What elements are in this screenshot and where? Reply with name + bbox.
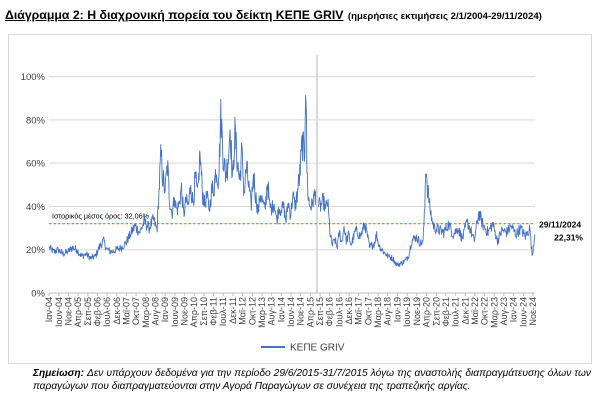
griv-line-chart: 0% 20% 40% 60% 80% 100% Ιστορικός μέσος όρος: … <box>21 55 583 354</box>
x-tick-label: Ιαν-04 <box>44 297 54 322</box>
x-tick-label: Απρ-15 <box>305 297 315 327</box>
chart-title-sub: (ημερήσιες εκτιμήσεις 2/1/2004-29/11/202… <box>347 11 542 22</box>
x-tick-label: Ιουν-24 <box>518 297 528 327</box>
x-tick-label: Νοε-14 <box>296 297 306 326</box>
y-tick-label: 0% <box>31 289 45 300</box>
x-tick-label: Φεβ-21 <box>441 297 451 326</box>
footnote-text: Δεν υπάρχουν δεδομένα για την περίοδο 29… <box>33 368 591 392</box>
x-tick-label: Ιουλ-06 <box>102 297 112 327</box>
data-gap-band <box>315 55 319 293</box>
x-tick-label: Αυγ-08 <box>150 297 160 325</box>
chart-title: Διάγραμμα 2: Η διαχρονική πορεία του δεί… <box>5 6 605 24</box>
x-tick-label: Οκτ-12 <box>247 297 257 325</box>
x-tick-label: Φεβ-16 <box>325 297 335 326</box>
x-tick-label: Αυγ-18 <box>383 297 393 325</box>
x-tick-label: Σεπ-15 <box>315 297 325 326</box>
x-tick-label: Απρ-10 <box>189 297 199 327</box>
x-tick-label: Δεκ-21 <box>460 297 470 325</box>
x-tick-label: Αυγ-13 <box>267 297 277 325</box>
last-date-label: 29/11/2024 <box>539 220 581 230</box>
x-tick-label: Ιουλ-11 <box>218 297 228 326</box>
x-tick-label: Απρ-05 <box>73 297 83 327</box>
x-tick-label: Ιουν-14 <box>286 297 296 327</box>
chart-title-main: Διάγραμμα 2: Η διαχρονική πορεία του δεί… <box>5 8 344 22</box>
x-tick-label: Ιουλ-21 <box>451 297 461 327</box>
x-tick-label: Μαϊ-12 <box>238 297 248 325</box>
x-tick-label: Απρ-20 <box>422 297 432 327</box>
average-label: Ιστορικός μέσος όρος: 32,06% <box>52 212 150 221</box>
x-tick-label: Αυγ-23 <box>499 297 509 325</box>
series-line-segment-1 <box>48 95 317 261</box>
chart-frame: 0% 20% 40% 60% 80% 100% Ιστορικός μέσος όρος: … <box>8 34 592 364</box>
y-tick-label: 40% <box>26 202 46 213</box>
x-tick-label: Δεκ-16 <box>344 297 354 325</box>
x-tick-label: Δεκ-06 <box>112 297 122 325</box>
x-tick-label: Ιουν-19 <box>402 297 412 327</box>
last-value-label: 22,31% <box>554 233 583 243</box>
x-tick-label: Ιαν-14 <box>276 297 286 322</box>
x-tick-label: Ιαν-24 <box>509 297 519 322</box>
x-tick-label: Μαρ-18 <box>373 297 383 328</box>
x-tick-label: Μαϊ-22 <box>470 297 480 325</box>
x-tick-label: Νοε-24 <box>528 297 538 326</box>
footnote: Σημείωση: Δεν υπάρχουν δεδομένα για την … <box>33 367 591 393</box>
x-tick-label: Ιαν-09 <box>160 297 170 322</box>
y-tick-label: 100% <box>21 72 46 83</box>
footnote-label: Σημείωση: <box>33 368 84 379</box>
y-tick-label: 20% <box>26 245 46 256</box>
x-tick-label: Δεκ-11 <box>228 297 238 324</box>
x-tick-label: Μαϊ-17 <box>354 297 364 325</box>
series-line-segment-2 <box>317 173 536 267</box>
x-tick-label: Ιουν-09 <box>170 297 180 327</box>
legend-label: ΚΕΠΕ GRIV <box>290 343 345 354</box>
x-tick-label: Ιαν-19 <box>392 297 402 322</box>
x-tick-label: Οκτ-17 <box>363 297 373 325</box>
x-tick-label: Μαρ-23 <box>489 297 499 328</box>
x-tick-label: Ιουν-04 <box>54 297 64 327</box>
x-tick-label: Φεβ-11 <box>208 297 218 326</box>
x-tick-label: Σεπ-05 <box>83 297 93 326</box>
x-tick-label: Νοε-19 <box>412 297 422 326</box>
x-tick-label: Οκτ-07 <box>131 297 141 325</box>
x-tick-label: Φεβ-06 <box>92 297 102 326</box>
y-tick-label: 60% <box>26 159 46 170</box>
x-tick-label: Ιουλ-16 <box>334 297 344 327</box>
x-tick-label: Μαρ-08 <box>141 297 151 328</box>
x-tick-label: Νοε-09 <box>179 297 189 326</box>
x-tick-label: Νοε-04 <box>63 297 73 326</box>
x-tick-label: Οκτ-22 <box>480 297 490 325</box>
x-tick-label: Σεπ-10 <box>199 297 209 326</box>
x-tick-label: Μαρ-13 <box>257 297 267 328</box>
y-tick-label: 80% <box>26 115 46 126</box>
x-tick-label: Μαϊ-07 <box>121 297 131 325</box>
x-tick-label: Σεπ-20 <box>431 297 441 326</box>
